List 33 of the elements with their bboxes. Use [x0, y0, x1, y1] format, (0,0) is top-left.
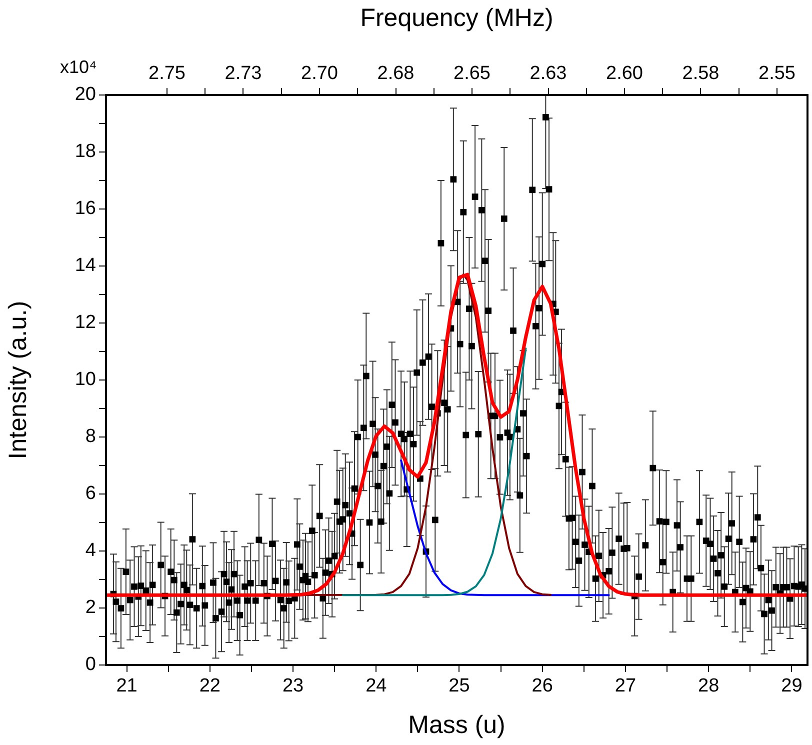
x-axis-title: Mass (u): [408, 710, 506, 739]
x2-tick-label: 2.60: [606, 62, 643, 84]
y-tick-label: 4: [85, 540, 96, 562]
y-tick-label: 14: [74, 255, 96, 276]
x-tick-label: 27: [614, 676, 636, 697]
x2-tick-label: 2.73: [224, 62, 262, 84]
x2-tick-label: 2.55: [758, 62, 796, 84]
y-tick-label: 0: [85, 654, 96, 676]
x2-tick-label: 2.58: [682, 62, 720, 84]
x2-tick-label: 2.70: [301, 62, 338, 84]
y-tick-label: 8: [85, 426, 96, 448]
text: x10⁴: [60, 57, 97, 77]
y-tick-label: 16: [74, 198, 96, 220]
x-tick-label: 22: [199, 676, 220, 697]
y-tick-label: 20: [74, 84, 96, 106]
x2-tick-label: 2.63: [530, 62, 567, 84]
x2-tick-label: 2.75: [148, 62, 186, 84]
x-tick-label: 23: [282, 676, 304, 697]
x2-tick-label: 2.65: [454, 62, 490, 84]
x2-tick-label: 2.68: [377, 62, 414, 84]
x-tick-label: 29: [781, 676, 802, 697]
y-tick-label: 18: [74, 141, 96, 162]
y-tick-label: 10: [74, 369, 96, 390]
x2-axis-title: Frequency (MHz): [360, 4, 554, 32]
y-tick-label: 2: [85, 597, 96, 618]
y-axis-title: Intensity (a.u.): [4, 300, 32, 460]
y-tick-label: 6: [85, 483, 96, 504]
x-tick-label: 24: [366, 676, 388, 697]
x-tick-label: 25: [448, 676, 470, 697]
y-tick-label: 12: [74, 312, 96, 334]
x-tick-label: 21: [116, 676, 138, 697]
x-tick-label: 26: [532, 676, 553, 697]
x-tick-label: 28: [698, 676, 720, 697]
